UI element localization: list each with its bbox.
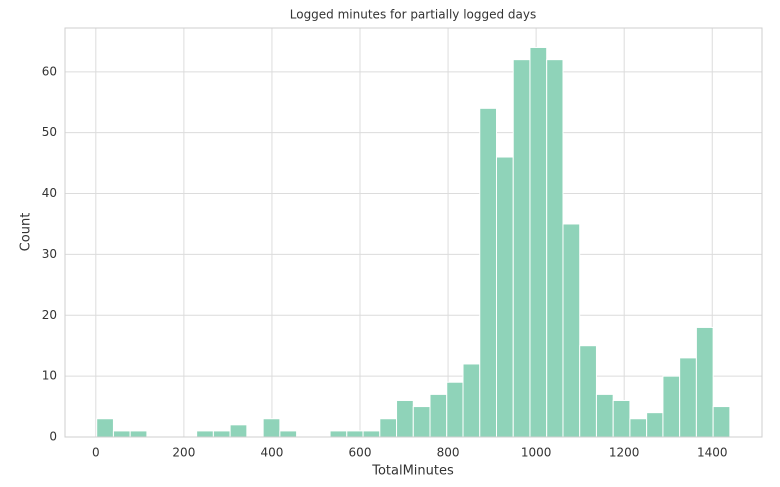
x-tick-label: 800 [437, 446, 460, 460]
bar [679, 357, 697, 438]
bar [429, 393, 448, 438]
y-tick-label: 30 [42, 247, 57, 261]
bar [329, 430, 348, 438]
x-tick-label: 200 [172, 446, 195, 460]
bar [129, 430, 148, 438]
bar [362, 430, 381, 438]
bar [712, 406, 731, 438]
bar [462, 363, 481, 438]
x-tick-label: 1200 [609, 446, 640, 460]
bar [646, 412, 664, 438]
bar [196, 430, 214, 438]
x-tick-label: 1000 [521, 446, 552, 460]
bar [379, 418, 398, 438]
bar [562, 223, 581, 438]
x-tick-label: 0 [92, 446, 100, 460]
chart-title: Logged minutes for partially logged days [290, 8, 537, 22]
bar [495, 156, 514, 438]
y-tick-label: 10 [42, 369, 57, 383]
bar [579, 345, 597, 438]
y-tick-label: 50 [42, 125, 57, 139]
bar [546, 59, 564, 438]
bar [412, 406, 431, 438]
bar [446, 381, 464, 438]
bar [112, 430, 131, 438]
y-tick-label: 0 [49, 430, 57, 444]
bar [479, 107, 497, 438]
x-axis-label: TotalMinutes [371, 464, 454, 479]
bar [279, 430, 298, 438]
y-tick-label: 40 [42, 186, 57, 200]
bar [612, 399, 631, 438]
y-tick-label: 60 [42, 64, 57, 78]
bar [695, 326, 714, 438]
x-tick-label: 1400 [697, 446, 728, 460]
bar [662, 375, 681, 438]
bar [595, 393, 614, 438]
bar [229, 424, 248, 438]
bar [529, 46, 548, 438]
bar [96, 418, 114, 438]
bar [512, 59, 531, 438]
x-tick-label: 600 [349, 446, 372, 460]
plot-border [64, 27, 763, 438]
bar [629, 418, 648, 438]
y-tick-label: 20 [42, 308, 57, 322]
bar [396, 399, 414, 438]
y-axis-label: Count [19, 213, 34, 252]
x-tick-label: 400 [260, 446, 283, 460]
bar [212, 430, 231, 438]
bar [262, 418, 281, 438]
bar [346, 430, 364, 438]
